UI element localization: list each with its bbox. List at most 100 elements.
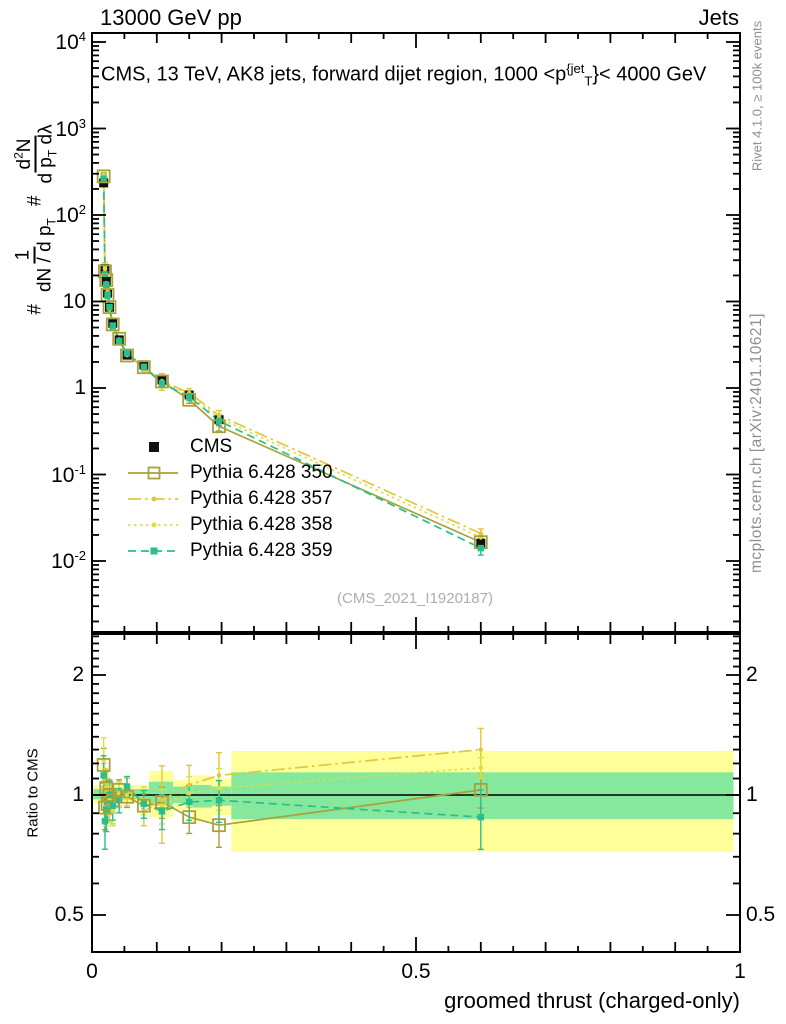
ratio-357-point bbox=[186, 782, 192, 788]
pythia-359-point bbox=[106, 303, 113, 311]
y-tick-label: 10-1 bbox=[51, 461, 86, 487]
ratio-357-point bbox=[216, 773, 222, 778]
ratio-tick-label-right: 2 bbox=[746, 663, 758, 686]
ratio-359-point bbox=[158, 808, 166, 815]
legend-pythia-6-428-357-marker bbox=[128, 496, 178, 502]
ratio-350-point bbox=[212, 818, 226, 833]
pythia-359-point bbox=[115, 337, 123, 345]
ratio-tick-label-right: 0.5 bbox=[746, 903, 776, 926]
legend-pythia-6-428-357: Pythia 6.428 357 bbox=[126, 486, 333, 512]
mcplots-credit: mcplots.cern.ch [arXiv:2401.10621] bbox=[748, 313, 765, 573]
legend-cms-label: CMS bbox=[190, 436, 233, 457]
ratio-350-point bbox=[155, 795, 169, 809]
plot-title: CMS, 13 TeV, AK8 jets, forward dijet reg… bbox=[101, 61, 706, 89]
rivet-version-credit: Rivet 4.1.0, ≥ 100k events bbox=[749, 20, 765, 172]
pythia-359-point bbox=[123, 350, 131, 357]
ratio-359-point bbox=[100, 772, 107, 779]
ratio-358-point bbox=[105, 784, 110, 789]
x-axis-label: groomed thrust (charged-only) bbox=[444, 988, 740, 1013]
pythia-350-point bbox=[96, 169, 111, 184]
band-green bbox=[149, 781, 173, 806]
beam-energy-title: 13000 GeV pp bbox=[100, 5, 242, 30]
legend-pythia-6-428-358-label: Pythia 6.428 358 bbox=[190, 514, 333, 535]
ratio-359-point bbox=[123, 783, 131, 790]
ratio-359-point bbox=[101, 817, 109, 825]
legend-pythia-6-428-359-marker bbox=[128, 547, 178, 555]
legend-marker bbox=[151, 522, 157, 528]
pythia-350-point bbox=[105, 317, 120, 332]
legend-marker bbox=[150, 547, 158, 555]
ylabel-fraction-1: 1 dN / d pT bbox=[12, 218, 59, 293]
legend-pythia-6-428-358-marker bbox=[128, 522, 178, 528]
pythia-358-point bbox=[102, 266, 108, 272]
pythia-359-point bbox=[140, 363, 148, 371]
pythia-359-point bbox=[100, 175, 107, 182]
ratio-tick-label-left: 2 bbox=[72, 663, 84, 686]
legend-pythia-6-428-359: Pythia 6.428 359 bbox=[126, 538, 333, 564]
pythia-350-point bbox=[155, 374, 169, 389]
pythia-350-point bbox=[112, 331, 127, 346]
pythia-359-point bbox=[109, 322, 116, 329]
ratio-357-point bbox=[478, 747, 484, 752]
x-tick-label: 0 bbox=[86, 960, 98, 983]
ratio-359-point bbox=[185, 798, 193, 806]
pythia-359-point bbox=[103, 281, 110, 288]
analysis-category-title: Jets bbox=[698, 5, 739, 30]
ratio-tick-label-left: 1 bbox=[72, 783, 84, 806]
pythia-359-point bbox=[215, 417, 223, 425]
axes bbox=[91, 32, 741, 953]
pythia-359-point bbox=[104, 291, 111, 298]
cms-legend-marker bbox=[149, 442, 159, 452]
ratio-359-point bbox=[215, 797, 223, 804]
legend-pythia-6-428-350-marker bbox=[128, 466, 178, 480]
pythia-350-point bbox=[136, 360, 151, 375]
x-tick-label: 0.5 bbox=[401, 960, 431, 983]
y-tick-label: 10 bbox=[62, 289, 86, 313]
pythia-357-point bbox=[478, 531, 484, 536]
legend-cms: CMS bbox=[126, 434, 333, 460]
ratio-panel-content bbox=[96, 727, 488, 851]
legend-pythia-6-428-357-label: Pythia 6.428 357 bbox=[190, 488, 333, 509]
y-tick-label: 103 bbox=[55, 115, 86, 141]
ratio-358-point bbox=[478, 765, 484, 771]
ratio-357-point bbox=[159, 798, 165, 803]
plot-title-suffix: }< 4000 GeV bbox=[592, 63, 707, 86]
legend-marker bbox=[151, 496, 157, 502]
ratio-350-point bbox=[120, 789, 134, 804]
ylabel-hash-1: # bbox=[25, 304, 46, 315]
legend-pythia-6-428-350: Pythia 6.428 350 bbox=[126, 460, 333, 486]
ratio-358-point bbox=[124, 792, 130, 798]
plot-title-superscript: {jet bbox=[566, 61, 585, 76]
ratio-tick-label-left: 0.5 bbox=[54, 903, 84, 926]
pythia-359-point bbox=[185, 393, 193, 400]
ratio-350-point bbox=[473, 782, 488, 797]
legend-pythia-6-428-350-label: Pythia 6.428 350 bbox=[190, 462, 333, 483]
legend-marker bbox=[147, 466, 161, 480]
y-axis-label: # 1 dN / d pT # d2N d pT dλ bbox=[12, 121, 60, 315]
ratio-tick-label-right: 1 bbox=[746, 783, 758, 806]
pythia-350-point bbox=[120, 348, 134, 363]
ratio-359-point bbox=[140, 800, 148, 808]
plot-title-text: CMS, 13 TeV, AK8 jets, forward dijet reg… bbox=[101, 63, 567, 86]
ratio-358-point bbox=[186, 791, 192, 796]
ratio-358-point bbox=[216, 785, 222, 791]
ratio-358-point bbox=[110, 809, 115, 814]
ratio-358-point bbox=[159, 803, 165, 808]
y-tick-label: 1 bbox=[74, 376, 86, 399]
cms-data-point bbox=[476, 538, 486, 548]
legend-pythia-6-428-359-label: Pythia 6.428 359 bbox=[190, 540, 333, 561]
pythia-359-point bbox=[477, 544, 485, 552]
legend-cms-marker bbox=[149, 442, 159, 452]
pythia-359-point bbox=[158, 380, 166, 387]
main-panel-content bbox=[96, 169, 488, 556]
ratio-axis-label: Ratio to CMS bbox=[24, 748, 42, 838]
y-tick-label: 102 bbox=[55, 202, 86, 227]
ratio-350-point bbox=[136, 798, 151, 813]
ratio-359-point bbox=[477, 813, 485, 821]
legend-pythia-6-428-358: Pythia 6.428 358 bbox=[126, 512, 333, 538]
ylabel-hash-2: # bbox=[25, 195, 46, 207]
ratio-350-point bbox=[182, 810, 197, 825]
y-tick-label: 104 bbox=[55, 29, 86, 54]
